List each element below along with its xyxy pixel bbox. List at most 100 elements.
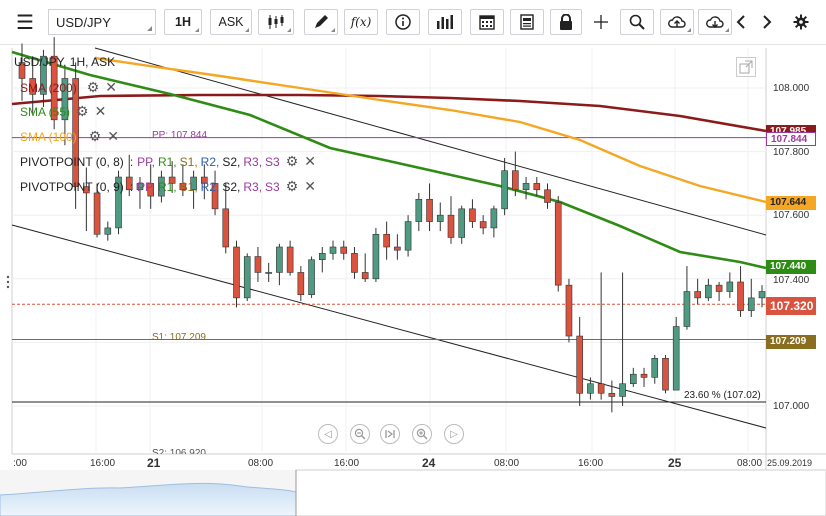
timeframe-select[interactable]: 1H: [164, 9, 202, 35]
candle: [447, 196, 455, 244]
candle-body: [18, 62, 26, 79]
gear-icon[interactable]: ⚙: [88, 128, 102, 144]
close-icon[interactable]: ✕: [304, 178, 317, 194]
candle: [694, 278, 701, 305]
fx-icon: f(x): [350, 15, 372, 29]
pan-right-button[interactable]: ▷: [444, 424, 464, 444]
close-icon[interactable]: ✕: [107, 128, 119, 144]
candle: [522, 177, 530, 200]
navigator-area: [0, 482, 297, 516]
candle: [619, 272, 626, 406]
candle-body: [222, 208, 230, 248]
candle-body: [201, 176, 208, 184]
candle-body: [501, 170, 508, 210]
candle-body: [608, 392, 616, 397]
chart-type-button[interactable]: [258, 9, 294, 35]
candle-body: [40, 55, 47, 95]
info-button[interactable]: [386, 9, 420, 35]
news-button[interactable]: [510, 9, 544, 35]
draw-tool-button[interactable]: [304, 9, 338, 35]
candle: [201, 164, 208, 200]
calendar-button[interactable]: [470, 9, 504, 35]
settings-button[interactable]: [788, 9, 814, 35]
bar-chart-icon: [437, 15, 453, 29]
candle-body: [286, 246, 294, 273]
candle-body: [318, 253, 326, 261]
crosshair-button[interactable]: [588, 9, 614, 35]
candle: [179, 164, 187, 197]
legend-pivot-r3: R3,: [243, 154, 263, 169]
legend-main: USD/JPY, 1H, ASK: [14, 55, 115, 69]
scroll-left-button[interactable]: [732, 9, 750, 35]
candlestick-icon: [268, 15, 284, 29]
legend-sma200: SMA (200) ⚙ ✕: [20, 79, 117, 96]
zoom-out-button[interactable]: [350, 424, 370, 444]
menu-button[interactable]: ☰: [10, 9, 40, 35]
close-icon[interactable]: ✕: [94, 103, 107, 119]
candle: [318, 247, 326, 273]
cloud-upload-icon: [668, 16, 686, 28]
pp-price-tag: 107.844: [766, 132, 816, 146]
candle: [72, 62, 79, 209]
plot-area: [12, 48, 766, 454]
legend-pivot-r3: R3,: [243, 179, 263, 194]
price-type-select[interactable]: ASK: [210, 9, 252, 35]
grip-icon: [6, 275, 10, 289]
download-button[interactable]: [698, 9, 732, 35]
chevron-right-icon: [763, 15, 772, 29]
candle: [394, 234, 401, 260]
candle: [458, 205, 466, 244]
info-icon: [395, 14, 411, 30]
candle-body: [544, 189, 551, 203]
candle-body: [394, 246, 401, 251]
reset-zoom-icon: [385, 430, 395, 438]
candle-body: [50, 55, 58, 121]
gear-icon: [793, 14, 809, 30]
navigator-window[interactable]: [295, 469, 826, 516]
lock-button[interactable]: [550, 9, 582, 35]
candle-body: [72, 78, 79, 187]
candle: [404, 215, 412, 257]
zoom-button[interactable]: [620, 9, 654, 35]
indicators-button[interactable]: f(x): [344, 9, 378, 35]
gear-icon[interactable]: ⚙: [285, 153, 299, 169]
gear-icon[interactable]: ⚙: [86, 79, 100, 95]
price-type-value: ASK: [218, 15, 244, 29]
candle-body: [640, 373, 648, 378]
close-icon[interactable]: ✕: [105, 79, 117, 95]
upload-button[interactable]: [660, 9, 694, 35]
candle-body: [587, 383, 594, 394]
pencil-icon: [315, 15, 328, 28]
candle: [233, 240, 240, 308]
upper-channel-line: [94, 47, 767, 236]
candle-body: [715, 284, 723, 292]
close-icon[interactable]: ✕: [304, 153, 317, 169]
s2-level-label: S2: 106.920: [152, 448, 206, 454]
s1-price-tag: 107.209: [766, 335, 816, 349]
candle: [93, 183, 101, 238]
left-panel-handle[interactable]: [6, 275, 10, 289]
candle: [40, 49, 47, 108]
candle: [276, 243, 283, 286]
cloud-download-icon: [706, 16, 724, 28]
pan-left-button[interactable]: ◁: [318, 424, 338, 444]
candle: [490, 205, 498, 238]
candle-body: [565, 284, 573, 337]
legend-main-label: USD/JPY, 1H, ASK: [14, 55, 116, 69]
gear-icon[interactable]: ⚙: [285, 178, 299, 194]
x-tick-label: 08:00: [248, 458, 274, 469]
volume-button[interactable]: [428, 9, 462, 35]
candle-body: [297, 272, 305, 296]
legend-pivot2-prefix: :: [129, 179, 134, 194]
calendar-icon: [479, 15, 495, 30]
expand-button[interactable]: [736, 57, 756, 77]
chevron-right-icon: ▷: [450, 428, 458, 440]
gear-icon[interactable]: ⚙: [76, 103, 89, 119]
candle-body: [597, 383, 605, 394]
scroll-right-button[interactable]: [758, 9, 776, 35]
symbol-select[interactable]: USD/JPY: [48, 9, 156, 35]
zoom-in-button[interactable]: [412, 424, 432, 444]
candle-body: [522, 183, 530, 191]
reset-zoom-button[interactable]: [380, 424, 400, 444]
